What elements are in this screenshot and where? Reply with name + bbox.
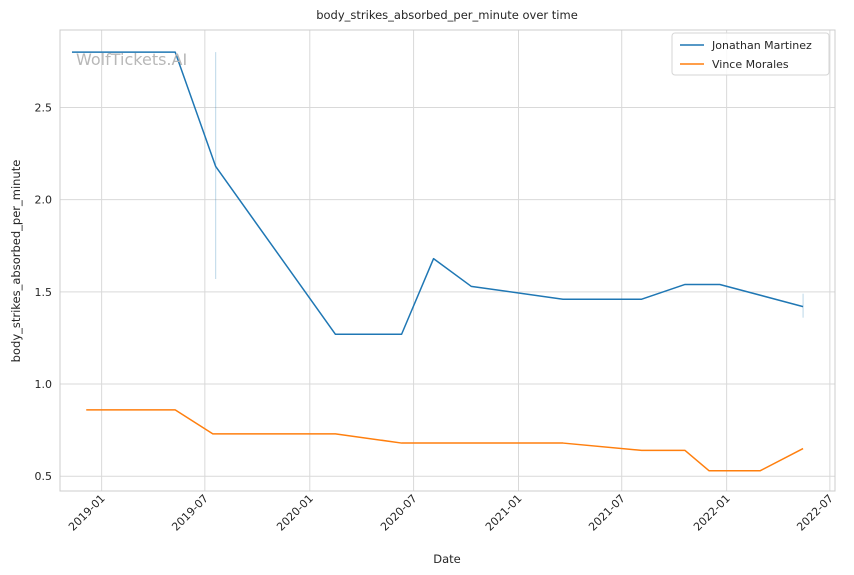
plot-area-frame — [59, 29, 836, 492]
legend-box — [671, 32, 830, 76]
chart-title: body_strikes_absorbed_per_minute over ti… — [316, 8, 578, 22]
y-tick-label: 1.0 — [35, 378, 53, 391]
legend-label-jonathan-martinez: Jonathan Martinez — [711, 39, 812, 52]
y-tick-label: 2.0 — [35, 194, 53, 207]
watermark: WolfTickets.AI — [76, 50, 187, 69]
y-tick-label: 0.5 — [35, 470, 53, 483]
legend-label-vince-morales: Vince Morales — [712, 58, 789, 71]
legend: Jonathan Martinez Vince Morales — [671, 32, 830, 76]
y-axis-label: body_strikes_absorbed_per_minute — [9, 160, 23, 363]
y-tick-label: 1.5 — [35, 286, 53, 299]
series-line-jonathan-martinez — [71, 51, 804, 336]
x-axis-label: Date — [433, 552, 461, 566]
series-lines — [71, 51, 804, 472]
grid — [60, 30, 835, 491]
y-tick-label: 2.5 — [35, 101, 53, 114]
